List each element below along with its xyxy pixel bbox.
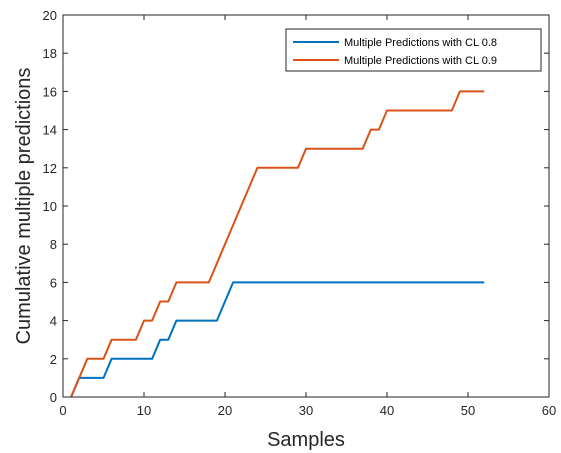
x-axis: 0 10 20 30 40 50 60 — [59, 15, 556, 418]
x-tick-label: 50 — [461, 403, 475, 418]
series-line-cl-0-8 — [70, 281, 485, 398]
series-line-cl-0-9 — [70, 90, 485, 398]
plot-background — [63, 15, 549, 397]
y-axis: 0 2 4 6 8 10 12 14 16 18 20 — [43, 8, 549, 405]
y-tick-label: 20 — [43, 8, 57, 23]
y-tick-label: 2 — [50, 352, 57, 367]
y-tick-label: 16 — [43, 84, 57, 99]
x-tick-label: 10 — [137, 403, 151, 418]
x-tick-label: 40 — [380, 403, 394, 418]
y-tick-label: 18 — [43, 46, 57, 61]
y-tick-label: 4 — [50, 314, 57, 329]
y-axis-title: Cumulative multiple predictions — [13, 68, 35, 345]
legend-label-cl-0-9: Multiple Predictions with CL 0.9 — [344, 55, 497, 67]
y-tick-label: 0 — [50, 390, 57, 405]
legend-box — [285, 28, 542, 72]
x-axis-title: Samples — [267, 429, 345, 451]
x-tick-label: 30 — [299, 403, 313, 418]
series-layer — [70, 90, 485, 398]
plot-area — [63, 15, 549, 397]
y-tick-label: 10 — [43, 199, 57, 214]
x-tick-label: 0 — [59, 403, 66, 418]
y-tick-label: 8 — [50, 237, 57, 252]
legend-label-cl-0-8: Multiple Predictions with CL 0.8 — [344, 37, 497, 49]
x-tick-label: 60 — [542, 403, 556, 418]
y-tick-label: 6 — [50, 275, 57, 290]
y-tick-label: 14 — [43, 123, 57, 138]
y-tick-label: 12 — [43, 161, 57, 176]
legend: Multiple Predictions with CL 0.8 Multipl… — [285, 28, 542, 72]
x-tick-label: 20 — [218, 403, 232, 418]
